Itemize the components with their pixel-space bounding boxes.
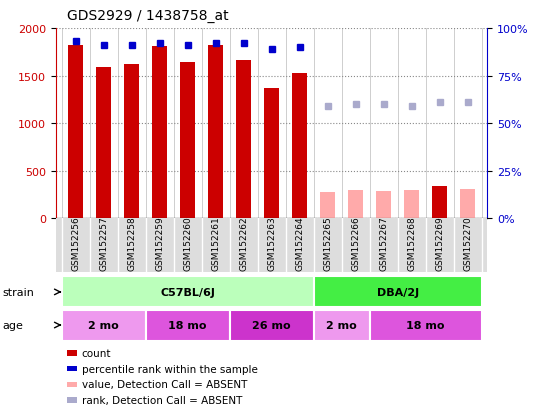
Text: count: count	[82, 348, 111, 358]
Text: 18 mo: 18 mo	[407, 320, 445, 330]
Text: percentile rank within the sample: percentile rank within the sample	[82, 364, 258, 374]
Bar	[208, 46, 223, 219]
Text: 2 mo: 2 mo	[88, 320, 119, 330]
Bar	[370, 310, 482, 341]
Bar	[236, 61, 251, 219]
Text: 2 mo: 2 mo	[326, 320, 357, 330]
Bar	[292, 74, 307, 219]
Text: C57BL/6J: C57BL/6J	[160, 287, 215, 297]
Text: DBA/2J: DBA/2J	[376, 287, 419, 297]
Bar	[314, 277, 482, 308]
Bar	[180, 63, 195, 219]
Bar	[432, 187, 447, 219]
Text: age: age	[3, 320, 24, 330]
Text: strain: strain	[3, 287, 35, 297]
Bar	[320, 192, 335, 219]
Text: 18 mo: 18 mo	[169, 320, 207, 330]
Text: GDS2929 / 1438758_at: GDS2929 / 1438758_at	[67, 9, 229, 23]
Bar	[62, 310, 146, 341]
Bar	[230, 310, 314, 341]
Bar	[152, 47, 167, 219]
Bar	[264, 89, 279, 219]
Bar	[376, 191, 391, 219]
Text: 26 mo: 26 mo	[253, 320, 291, 330]
Bar	[96, 68, 111, 219]
Text: rank, Detection Call = ABSENT: rank, Detection Call = ABSENT	[82, 395, 242, 405]
Bar	[460, 190, 475, 219]
Bar	[314, 310, 370, 341]
Bar	[68, 46, 83, 219]
Bar	[146, 310, 230, 341]
Bar	[62, 277, 314, 308]
Bar	[348, 190, 363, 219]
Text: value, Detection Call = ABSENT: value, Detection Call = ABSENT	[82, 380, 247, 389]
Bar	[124, 65, 139, 219]
Bar	[404, 190, 419, 219]
